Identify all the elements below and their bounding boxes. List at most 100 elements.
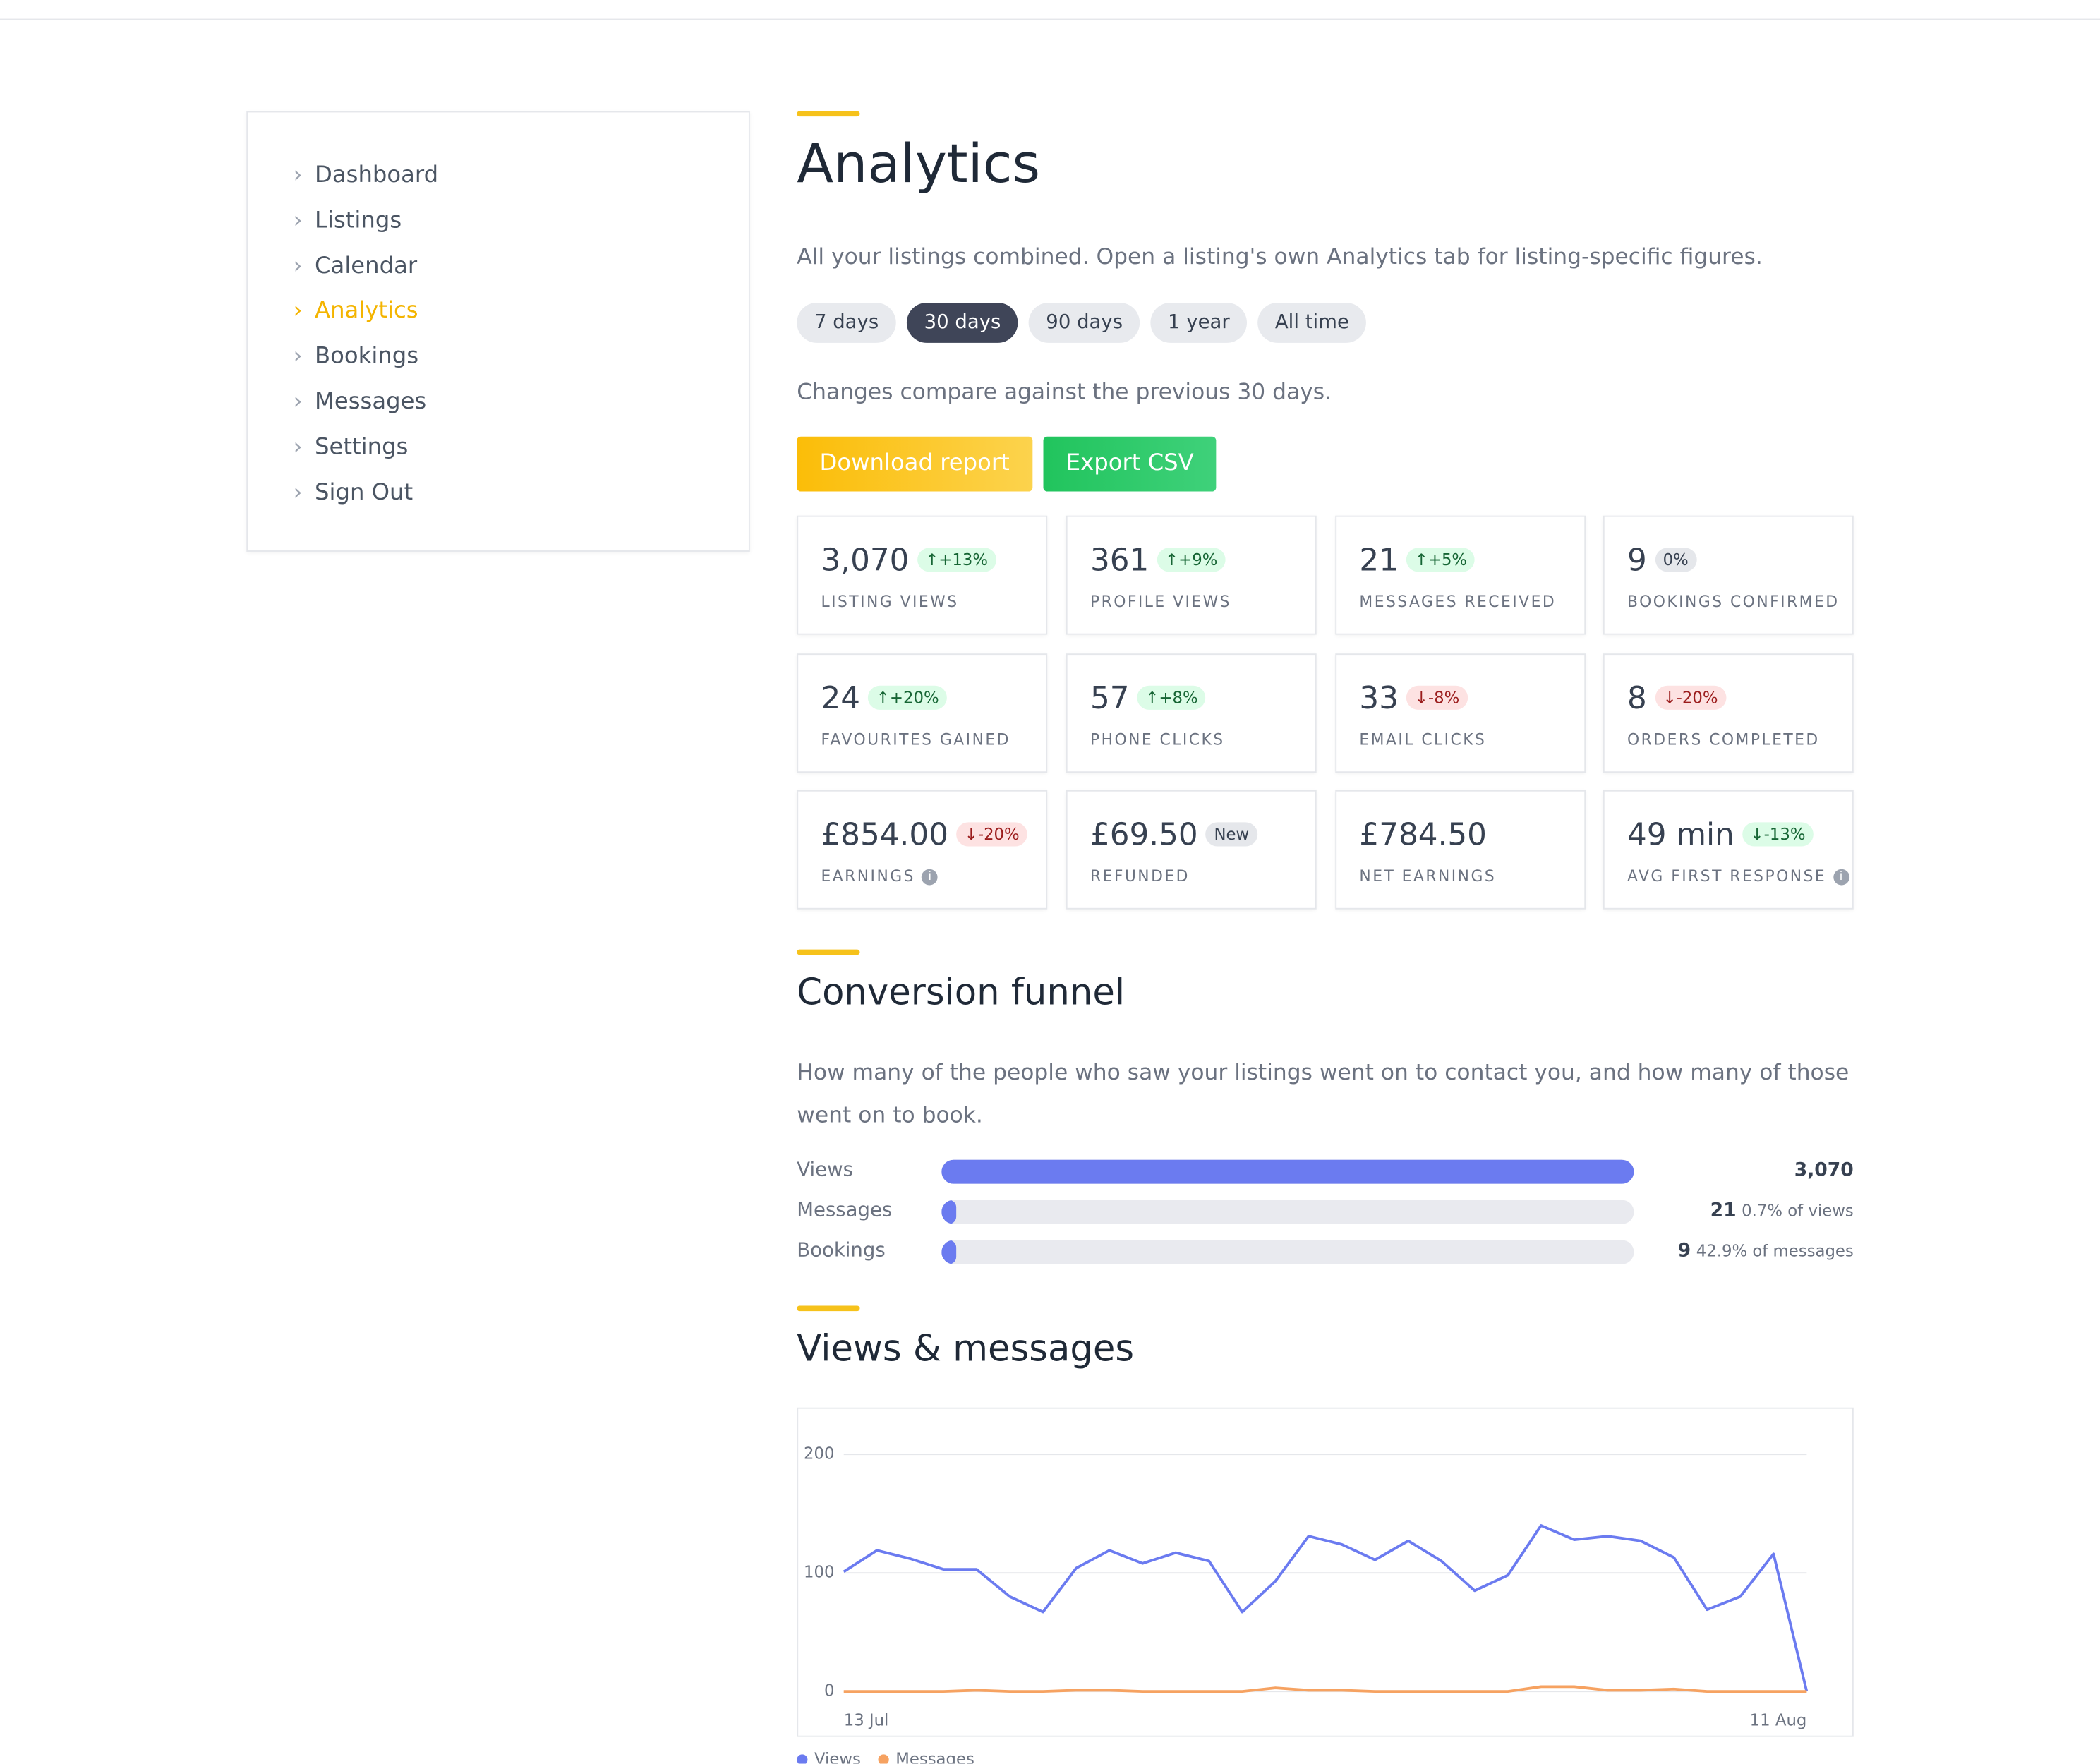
stat-number: 9 (1627, 543, 1647, 579)
nav-item[interactable]: Analytics (315, 298, 418, 325)
stat-label: LISTING VIEWS (821, 592, 958, 611)
range-pill[interactable]: 1 year (1150, 302, 1248, 343)
funnel-bar (941, 1159, 1634, 1184)
nav-item[interactable]: Calendar (315, 252, 418, 279)
nav-item[interactable]: Settings (315, 433, 409, 461)
nav-item[interactable]: Sign Out (315, 478, 414, 506)
chart: 0 100 200 13 Jul 11 Aug Views Messages (797, 1445, 1809, 1764)
range-pill[interactable]: 30 days (906, 302, 1019, 343)
stat-number: 361 (1090, 543, 1149, 579)
info-icon[interactable]: i (1833, 869, 1849, 886)
stat-number: £69.50 (1090, 818, 1198, 854)
stat-card: 57 ↑+8% PHONE CLICKS (1066, 653, 1317, 773)
stat-label: BOOKINGS CONFIRMED (1627, 592, 1840, 611)
info-icon[interactable]: i (922, 869, 939, 886)
range-pill[interactable]: All time (1257, 302, 1367, 343)
accent-bar (797, 111, 860, 117)
funnel-track (941, 1240, 1634, 1264)
funnel-bar (941, 1200, 957, 1224)
stat-number: 3,070 (821, 543, 910, 579)
stat-value: 361 ↑+9% (1090, 544, 1226, 579)
nav-item[interactable]: Listings (315, 207, 402, 234)
stat-label-text: PROFILE VIEWS (1090, 591, 1232, 611)
stat-number: 8 (1627, 682, 1647, 717)
funnel-label: Messages (797, 1200, 893, 1221)
y-tick-label: 200 (804, 1445, 834, 1463)
nav-chevron: › (293, 478, 303, 506)
sidebar: › Dashboard › Listings › Calendar › Analytics › B… (246, 111, 750, 552)
nav-chevron: › (293, 433, 303, 461)
funnel-label: Views (797, 1159, 853, 1182)
funnel-note: 42.9% of messages (1696, 1241, 1854, 1260)
funnel-count: 3,070 (1794, 1159, 1854, 1182)
stat-label: PHONE CLICKS (1090, 730, 1225, 749)
funnel-count: 9 (1677, 1240, 1691, 1262)
nav-item[interactable]: Messages (315, 388, 427, 416)
funnel-note: 0.7% of views (1742, 1201, 1854, 1221)
change-badge: ↓-20% (1655, 685, 1726, 710)
change-badge: ↓-13% (1742, 822, 1814, 847)
stat-label-text: EMAIL CLICKS (1359, 730, 1487, 749)
stat-label: EMAIL CLICKS (1359, 730, 1486, 749)
funnel-track (941, 1159, 1634, 1184)
legend-swatch (878, 1754, 889, 1764)
stat-card: £854.00 ↓-20% EARNINGS i (797, 790, 1048, 910)
stat-label: FAVOURITES GAINED (821, 730, 1010, 749)
stat-number: £854.00 (821, 818, 948, 854)
nav-chevron: › (293, 298, 303, 325)
change-badge: ↑+5% (1406, 548, 1476, 572)
stat-label-text: FAVOURITES GAINED (821, 730, 1010, 749)
funnel-track (941, 1200, 1634, 1224)
funnel-value: 21 0.7% of views (1710, 1200, 1854, 1221)
stat-card: 361 ↑+9% PROFILE VIEWS (1066, 515, 1317, 635)
stat-card: 33 ↓-8% EMAIL CLICKS (1335, 653, 1586, 773)
stat-label-text: REFUNDED (1090, 866, 1190, 886)
stat-value: 57 ↑+8% (1090, 682, 1206, 716)
nav-item[interactable]: Bookings (315, 343, 419, 370)
stat-label: REFUNDED (1090, 866, 1190, 886)
stat-number: 49 min (1627, 818, 1734, 854)
funnel-value: 3,070 (1794, 1160, 1854, 1181)
stat-value: 21 ↑+5% (1359, 543, 1476, 579)
stat-value: £69.50 New (1090, 818, 1257, 853)
funnel-label: Bookings (797, 1240, 886, 1262)
change-badge: ↑+8% (1137, 685, 1206, 710)
stat-label-text: EARNINGS (821, 866, 915, 886)
stat-card: 24 ↑+20% FAVOURITES GAINED (797, 653, 1048, 773)
stat-label: EARNINGS i (821, 866, 939, 886)
stat-label-text: PHONE CLICKS (1090, 730, 1225, 749)
y-tick-label: 0 (824, 1682, 834, 1700)
stat-value: 24 ↑+20% (821, 682, 947, 716)
stat-card: 9 0% BOOKINGS CONFIRMED (1603, 515, 1854, 635)
stat-number: 33 (1359, 682, 1399, 717)
range-pill[interactable]: 7 days (797, 302, 896, 343)
stat-number: 21 (1359, 543, 1399, 579)
change-badge: ↑+20% (868, 685, 947, 710)
change-badge: ↑+13% (917, 548, 996, 572)
stat-label-text: NET EARNINGS (1359, 866, 1497, 886)
page-title: Analytics (797, 133, 1041, 196)
download-button[interactable]: Download report (797, 436, 1033, 492)
stat-value: 3,070 ↑+13% (821, 544, 996, 579)
funnel-count: 21 (1710, 1200, 1737, 1221)
change-badge: ↓-20% (956, 822, 1028, 847)
export-button[interactable]: Export CSV (1043, 436, 1217, 492)
line-series (843, 1685, 1807, 1693)
stat-value: 8 ↓-20% (1627, 682, 1726, 716)
stat-number: 24 (821, 682, 861, 717)
line-series (843, 1524, 1809, 1692)
stat-card: 8 ↓-20% ORDERS COMPLETED (1603, 653, 1854, 773)
stat-label-text: ORDERS COMPLETED (1627, 730, 1820, 749)
stat-label-text: MESSAGES RECEIVED (1359, 591, 1557, 611)
stat-number: 57 (1090, 682, 1130, 717)
nav-item[interactable]: Dashboard (315, 162, 439, 189)
range-pill[interactable]: 90 days (1028, 302, 1140, 343)
change-badge: ↑+9% (1157, 548, 1226, 572)
x-tick-label: 11 Aug (1750, 1711, 1807, 1729)
change-badge: ↓-8% (1406, 685, 1468, 710)
stat-label: PROFILE VIEWS (1090, 592, 1231, 611)
funnel-description: How many of the people who saw your list… (797, 1059, 1849, 1128)
funnel-value: 9 42.9% of messages (1678, 1240, 1854, 1262)
stat-card: £69.50 New REFUNDED (1066, 790, 1317, 910)
change-badge: 0% (1655, 548, 1697, 572)
